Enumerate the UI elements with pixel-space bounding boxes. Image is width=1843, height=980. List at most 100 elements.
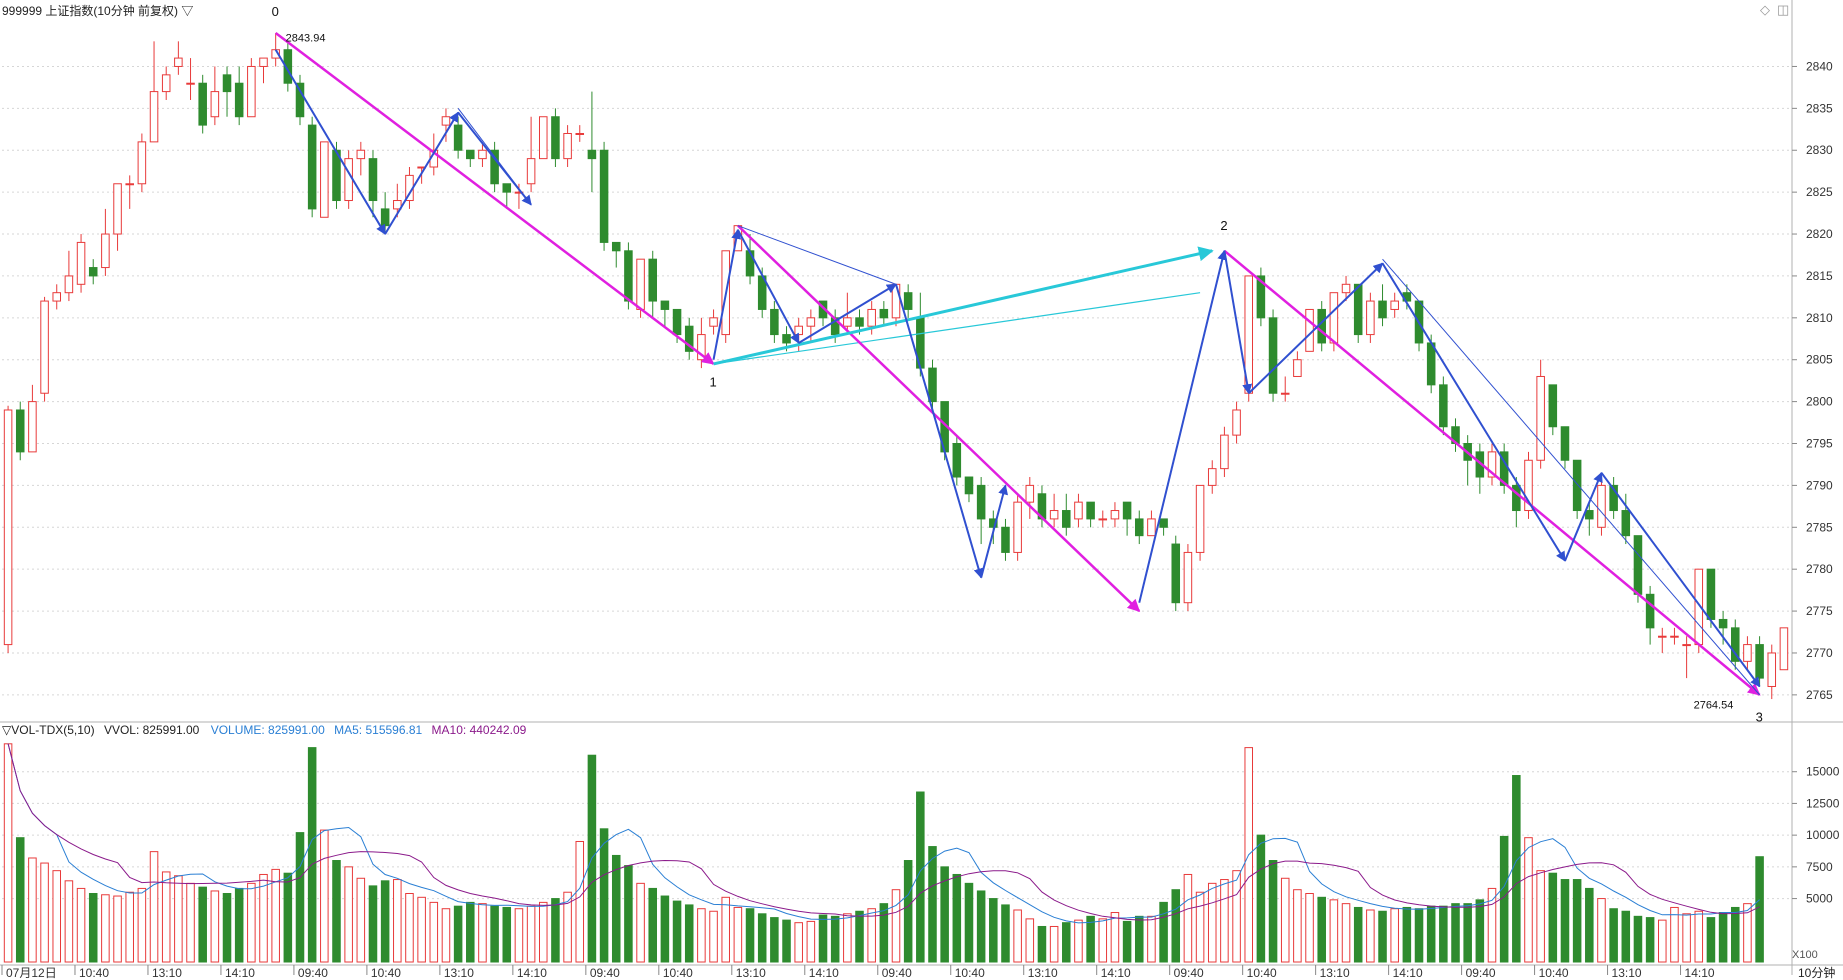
candle-body bbox=[466, 149, 475, 160]
volume-bar bbox=[1074, 919, 1083, 963]
candle-body bbox=[575, 132, 585, 135]
volume-bar bbox=[40, 862, 49, 963]
candle-body bbox=[198, 82, 207, 126]
volume-bar bbox=[1402, 906, 1412, 963]
candle-body bbox=[989, 518, 998, 528]
minor-wave-line bbox=[1382, 258, 1760, 696]
restore-window-icon[interactable]: ◫ bbox=[1777, 2, 1790, 17]
candle-body bbox=[1755, 644, 1764, 679]
minor-wave-line bbox=[895, 284, 982, 578]
high-price-annotation: 2843.94 bbox=[286, 32, 326, 44]
volume-bar bbox=[1755, 856, 1764, 963]
period-label: 10分钟 bbox=[1798, 965, 1835, 980]
candle-body bbox=[453, 124, 463, 151]
candle-body bbox=[28, 401, 37, 453]
candle-body bbox=[1524, 459, 1533, 512]
diamond-icon[interactable]: ◇ bbox=[1760, 2, 1770, 17]
price-tick-label: 2790 bbox=[1806, 478, 1833, 492]
candle-body bbox=[551, 116, 560, 160]
volume-bar bbox=[1280, 877, 1290, 963]
volume-bar bbox=[1475, 899, 1485, 963]
candle-body bbox=[1366, 300, 1375, 336]
candle-body bbox=[356, 149, 366, 160]
volume-bar bbox=[1426, 905, 1436, 963]
volume-bar bbox=[76, 887, 86, 963]
volume-bar bbox=[88, 892, 98, 963]
volume-bar bbox=[15, 837, 25, 963]
volume-bar bbox=[818, 914, 828, 963]
candle-body bbox=[1730, 627, 1740, 662]
volume-bar bbox=[1524, 837, 1533, 963]
volume-bar bbox=[198, 886, 207, 963]
volume-bar bbox=[514, 908, 524, 963]
volume-bar bbox=[1609, 908, 1618, 963]
volume-bar bbox=[1268, 860, 1278, 963]
price-tick-label: 2795 bbox=[1806, 437, 1833, 451]
volume-bar bbox=[380, 880, 390, 963]
candle-body bbox=[52, 292, 62, 302]
time-tick-label: 09:40 bbox=[590, 966, 620, 980]
volume-bar bbox=[1195, 891, 1205, 963]
volume-value: VOLUME: 825991.00 bbox=[210, 723, 325, 737]
volume-bar bbox=[770, 917, 779, 963]
volume-bar bbox=[1086, 915, 1095, 963]
volume-bar bbox=[1256, 834, 1266, 963]
time-tick-label: 10:40 bbox=[371, 966, 401, 980]
candle-body bbox=[1378, 300, 1387, 319]
candle-body bbox=[478, 149, 487, 160]
volume-bar bbox=[101, 894, 110, 963]
volume-bar bbox=[307, 747, 317, 963]
volume-bar bbox=[28, 857, 37, 963]
candle-body bbox=[137, 141, 147, 185]
candle-body bbox=[624, 250, 633, 302]
time-tick-label: 10:40 bbox=[1247, 966, 1277, 980]
volume-bar bbox=[1633, 915, 1643, 963]
candle-body bbox=[1426, 342, 1436, 386]
volume-bar bbox=[940, 866, 949, 963]
link-arrow bbox=[713, 246, 1214, 366]
candle-body bbox=[125, 183, 134, 186]
volume-bar bbox=[3, 743, 13, 963]
volume-bar bbox=[441, 908, 451, 963]
candle-body bbox=[611, 241, 621, 252]
volume-bar bbox=[599, 828, 609, 963]
volume-bar bbox=[709, 910, 718, 963]
volume-bar bbox=[344, 866, 353, 963]
candle-body bbox=[599, 149, 609, 243]
volume-bar bbox=[295, 832, 305, 963]
minor-wave-arrow bbox=[1564, 471, 1603, 562]
candle-body bbox=[15, 409, 25, 453]
link-line bbox=[713, 292, 1201, 365]
volume-bar bbox=[1718, 912, 1728, 963]
time-tick-label: 13:10 bbox=[1320, 966, 1350, 980]
volume-bar bbox=[368, 885, 378, 963]
candle-body bbox=[186, 82, 195, 85]
candle-body bbox=[709, 317, 718, 327]
candle-body bbox=[1633, 535, 1643, 595]
volume-tick-label: 15000 bbox=[1806, 765, 1840, 779]
time-tick-label: 14:10 bbox=[1101, 966, 1131, 980]
price-tick-label: 2815 bbox=[1806, 269, 1833, 283]
minor-wave-arrow bbox=[1138, 249, 1228, 603]
volume-bar bbox=[1694, 910, 1704, 963]
minor-wave-line bbox=[457, 108, 532, 206]
candle-body bbox=[660, 300, 670, 310]
volume-bar bbox=[174, 875, 183, 963]
volume-bar bbox=[1317, 896, 1326, 963]
candle-body bbox=[1743, 644, 1752, 662]
candle-body bbox=[843, 317, 852, 327]
major-wave-arrow bbox=[1223, 249, 1761, 696]
candle-body bbox=[928, 367, 937, 403]
volume-indicator-header[interactable]: ▽VOL-TDX(5,10) VVOL: 825991.00 VOLUME: 8… bbox=[2, 723, 526, 737]
candle-body bbox=[1220, 434, 1229, 470]
price-tick-label: 2800 bbox=[1806, 395, 1833, 409]
price-tick-label: 2775 bbox=[1806, 604, 1833, 618]
volume-bar bbox=[1098, 918, 1108, 963]
volume-bar bbox=[259, 873, 268, 963]
candle-body bbox=[1293, 359, 1302, 377]
volume-bar bbox=[1451, 903, 1460, 963]
volume-bar bbox=[393, 879, 402, 963]
minor-wave-arrow bbox=[1223, 250, 1253, 395]
volume-bar bbox=[1062, 922, 1071, 963]
